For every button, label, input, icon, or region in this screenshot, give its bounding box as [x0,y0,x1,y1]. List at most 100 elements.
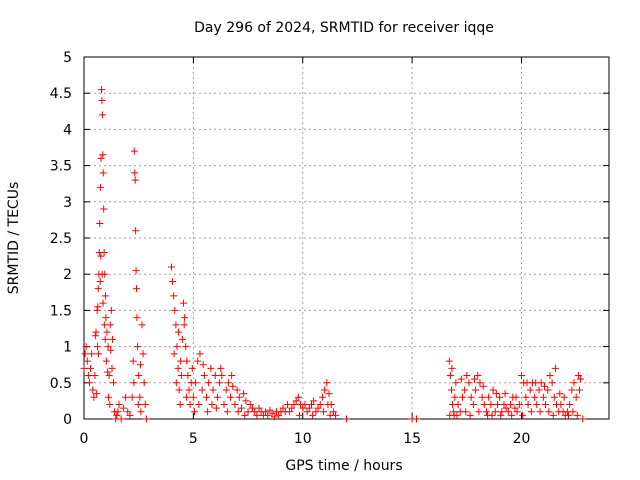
data-point-marker [223,408,231,416]
data-point-marker [182,343,190,351]
data-point-marker [94,285,102,293]
data-point-marker [142,415,150,423]
data-point-marker [292,397,300,405]
data-point-marker [108,335,116,343]
data-point-marker [476,379,484,387]
data-point-marker [264,411,272,419]
data-point-marker [533,401,541,409]
data-point-marker [244,408,252,416]
data-point-marker [573,411,581,419]
data-point-marker [99,151,107,159]
data-point-marker [286,408,294,416]
y-tick-label: 0 [63,412,72,428]
data-point-marker [309,411,317,419]
data-point-marker [101,292,109,300]
data-point-marker [329,408,337,416]
data-point-marker [457,375,465,383]
data-point-marker [85,379,93,387]
data-point-marker [574,372,582,380]
data-point-marker [448,386,455,394]
data-point-marker [500,401,508,409]
y-tick-label: 1.5 [50,303,72,319]
data-point-marker [228,372,236,380]
data-point-marker [229,382,237,390]
data-point-marker [303,408,311,416]
data-point-marker [98,111,106,119]
data-point-marker [445,357,453,365]
y-tick-label: 0.5 [50,376,72,392]
data-point-marker [133,314,141,322]
data-point-marker [98,86,105,94]
data-point-marker [465,379,473,387]
x-tick-label: 10 [294,431,312,447]
data-point-marker [94,343,102,351]
data-point-marker [99,169,107,177]
data-point-marker [536,408,544,416]
data-point-marker [98,96,106,104]
data-point-marker [321,386,329,394]
data-point-marker [299,404,307,412]
data-point-marker [253,411,261,419]
data-point-marker [546,372,554,380]
y-tick-label: 2.5 [50,231,72,247]
data-point-marker [312,408,320,416]
data-point-marker [196,350,204,358]
data-point-marker [132,227,140,235]
data-point-marker [233,386,241,394]
grid-lines [84,57,609,419]
data-point-marker [180,299,188,307]
data-point-marker [192,379,200,387]
data-point-marker [183,357,191,365]
data-points [80,86,587,423]
data-point-marker [94,350,102,358]
data-point-marker [99,299,107,307]
data-point-marker [190,408,198,416]
data-point-marker [251,408,259,416]
data-point-marker [467,393,475,401]
data-point-marker [136,361,144,369]
data-point-marker [113,411,121,419]
x-tick-label: 0 [80,431,89,447]
data-point-marker [100,248,108,256]
y-axis-tick-labels: 0 0.5 1 1.5 2 2.5 3 3.5 4 4.5 5 [50,50,72,428]
y-tick-label: 2 [63,267,72,283]
data-point-marker [466,411,474,419]
data-point-marker [130,147,138,155]
data-point-marker [170,292,178,300]
data-point-marker [213,393,221,401]
data-point-marker [550,393,558,401]
data-point-marker [177,357,185,365]
data-point-marker [462,408,470,416]
data-point-marker [488,411,496,419]
data-point-marker [474,372,482,380]
data-point-marker [117,415,125,423]
data-point-marker [96,220,104,228]
data-point-marker [446,372,454,380]
data-point-marker [138,321,146,329]
data-point-marker [557,401,565,409]
data-point-marker [577,375,585,383]
data-point-marker [463,372,471,380]
data-point-marker [188,364,196,372]
chart-title: Day 296 of 2024, SRMTID for receiver iqq… [194,20,494,36]
data-point-marker [84,372,92,380]
data-point-marker [218,372,226,380]
data-point-marker [102,314,110,322]
data-point-marker [575,386,583,394]
data-point-marker [453,411,461,419]
data-point-marker [181,314,189,322]
data-point-marker [122,393,130,401]
data-point-marker [513,408,521,416]
data-point-marker [107,346,115,354]
data-point-marker [248,404,256,412]
data-point-marker [172,321,180,329]
data-point-marker [140,379,148,387]
data-point-marker [472,386,480,394]
data-point-marker [185,386,193,394]
data-point-marker [512,393,520,401]
data-point-marker [489,386,497,394]
data-point-marker [105,372,113,380]
data-point-marker [195,401,203,409]
data-point-marker [262,408,270,416]
